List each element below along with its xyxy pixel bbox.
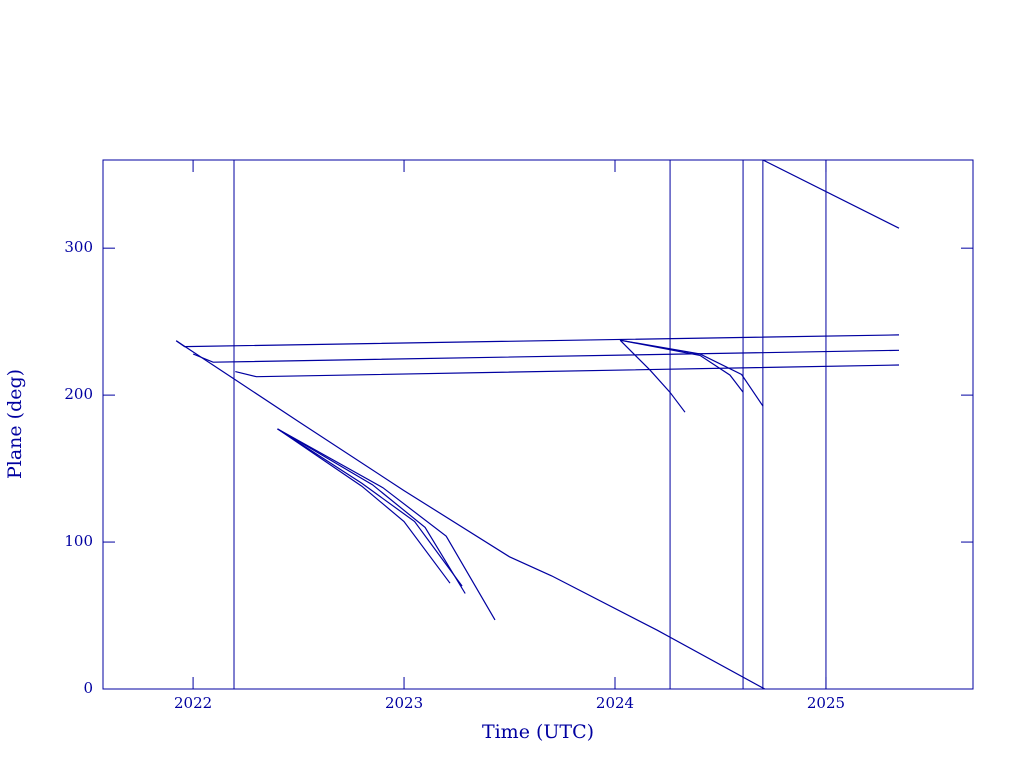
x-tick-label: 2023 [385,694,423,712]
x-tick-label: 2025 [807,694,845,712]
data-line [277,428,463,587]
plot-area [175,160,900,689]
y-tick-label: 300 [64,238,93,256]
x-axis-label: Time (UTC) [482,721,594,743]
data-line [192,349,900,363]
data-line [619,339,764,407]
x-tick-label: 2022 [174,694,212,712]
data-line [619,339,686,413]
plot-frame [102,159,974,690]
y-tick-label: 100 [64,532,93,550]
data-line [277,428,496,621]
data-line [277,428,451,584]
y-tick-label: 200 [64,385,93,403]
data-line [235,364,900,378]
data-line [619,339,744,393]
data-line [277,428,466,594]
y-axis-label: Plane (deg) [4,369,26,479]
data-line [175,340,766,689]
data-line [762,160,900,229]
y-tick-label: 0 [83,679,93,697]
data-line [175,334,900,348]
x-tick-label: 2024 [596,694,634,712]
